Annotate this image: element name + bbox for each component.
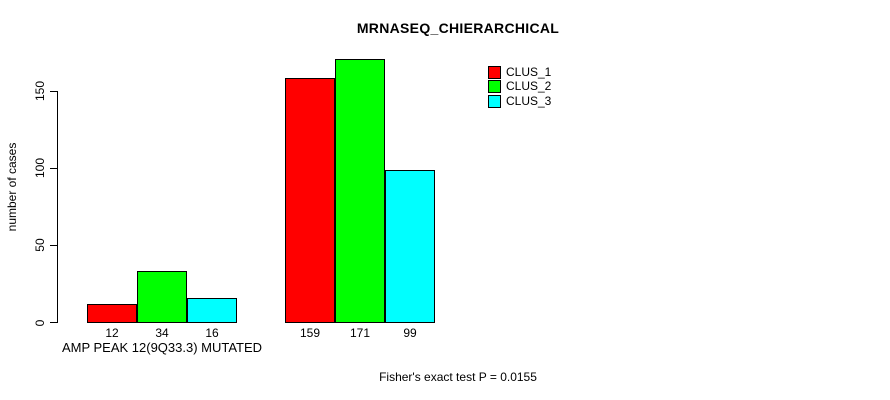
y-tick-mark [50,244,58,246]
y-tick-label: 50 [33,238,47,253]
legend-row-clus_1: CLUS_1 [488,64,552,79]
y-axis-line [57,91,58,323]
legend-row-clus_3: CLUS_3 [488,93,552,108]
bar-value-label: 159 [299,326,321,340]
bar-clus_3-group1 [187,298,237,323]
bar-value-label: 16 [205,326,219,340]
legend-label: CLUS_2 [506,79,552,94]
bar-clus_2-group2 [335,59,385,323]
bar-value-label: 34 [155,326,169,340]
y-tick-label: 150 [33,80,47,102]
y-tick-mark [50,167,58,169]
y-tick-label: 0 [33,319,47,326]
legend-swatch-icon [488,80,501,94]
y-tick-mark [50,90,58,92]
y-axis-label: number of cases [5,142,19,232]
bar-clus_1-group2 [285,77,335,323]
bar-clus_2-group1 [137,270,187,323]
bar-value-label: 12 [105,326,119,340]
legend-label: CLUS_3 [506,93,552,108]
y-tick-label: 100 [33,158,47,179]
chart-title: MRNASEQ_CHIERARCHICAL [356,20,560,36]
bar-clus_3-group2 [385,170,435,323]
bar-clus_1-group1 [87,304,137,323]
y-tick-mark [50,322,58,323]
bar-value-label: 171 [349,326,371,340]
legend-label: CLUS_1 [506,64,552,79]
x-group-label: AMP PEAK 12(9Q33.3) MUTATED [61,340,263,355]
legend-row-clus_2: CLUS_2 [488,79,552,94]
legend-swatch-icon [488,94,501,108]
bar-value-label: 99 [403,326,417,340]
annotation-fisher-test: Fisher's exact test P = 0.0155 [379,370,537,384]
legend-swatch-icon [488,65,501,79]
